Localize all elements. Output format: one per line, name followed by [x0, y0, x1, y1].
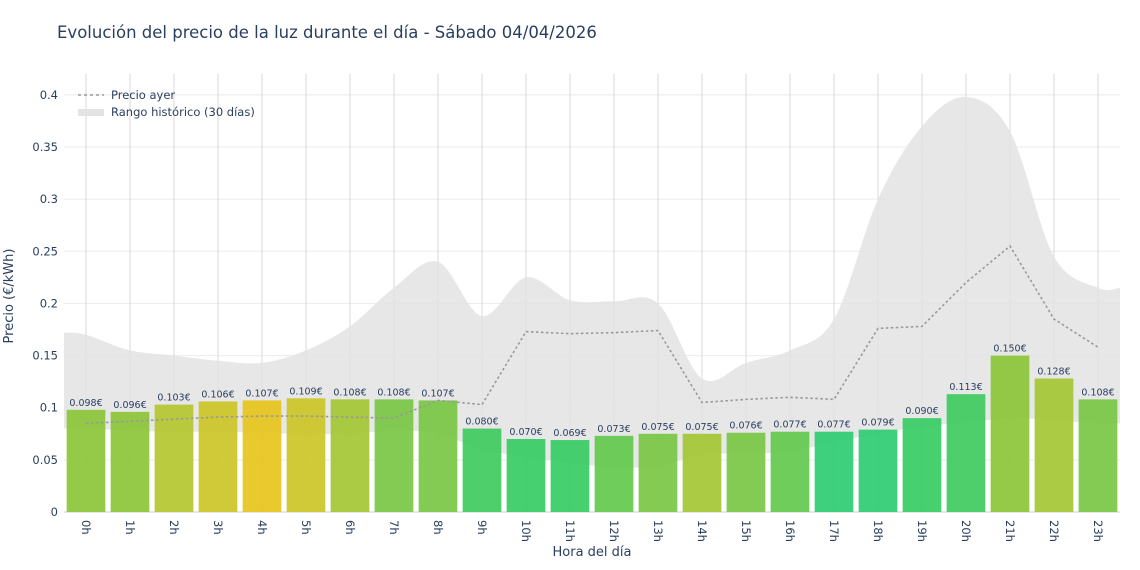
bar-19h: [902, 418, 942, 512]
y-tick-label: 0.25: [32, 244, 58, 258]
bar-label-21h: 0.150€: [993, 344, 1026, 355]
legend: Precio ayer Rango histórico (30 días): [78, 88, 255, 119]
x-tick-20h: 20h: [959, 520, 973, 542]
x-tick-1h: 1h: [123, 520, 137, 535]
price-bars: [66, 355, 1118, 512]
bar-label-3h: 0.106€: [201, 389, 234, 400]
bar-17h: [814, 431, 854, 512]
x-tick-19h: 19h: [915, 520, 929, 542]
x-tick-8h: 8h: [431, 520, 445, 535]
bar-label-0h: 0.098€: [69, 398, 102, 409]
precio-ayer-line: [85, 244, 1099, 425]
bar-7h: [374, 399, 414, 512]
x-tick-16h: 16h: [783, 520, 797, 542]
x-tick-7h: 7h: [387, 520, 401, 535]
y-axis-label: Precio (€/kWh): [2, 249, 17, 344]
bar-label-2h: 0.103€: [157, 393, 190, 404]
bar-23h: [1078, 399, 1118, 512]
bar-label-23h: 0.108€: [1081, 387, 1114, 398]
x-tick-23h: 23h: [1091, 520, 1105, 542]
chart-title: Evolución del precio de la luz durante e…: [57, 23, 597, 42]
bar-label-1h: 0.096€: [113, 400, 146, 411]
bar-0h: [66, 409, 106, 512]
x-tick-2h: 2h: [167, 520, 181, 535]
y-tick-label: 0: [51, 505, 58, 519]
bar-18h: [858, 429, 898, 512]
y-tick-label: 0.3: [40, 192, 58, 206]
historical-range-band: [64, 96, 1120, 468]
bar-label-9h: 0.080€: [465, 417, 498, 428]
y-tick-labels: 0 0.05 0.1 0.15 0.2 0.25 0.3 0.35 0.4: [32, 88, 58, 519]
legend-band-swatch: [78, 109, 104, 116]
bar-10h: [506, 439, 546, 512]
x-tick-4h: 4h: [255, 520, 269, 535]
bar-label-15h: 0.076€: [729, 421, 762, 432]
x-tick-12h: 12h: [607, 520, 621, 542]
bar-2h: [154, 404, 194, 512]
bar-21h: [990, 355, 1030, 512]
y-tick-label: 0.4: [40, 88, 58, 102]
legend-item-precio-ayer: Precio ayer: [111, 88, 175, 102]
x-tick-5h: 5h: [299, 520, 313, 535]
bar-label-12h: 0.073€: [597, 424, 630, 435]
x-tick-0h: 0h: [79, 520, 93, 535]
x-tick-labels: 0h 1h 2h 3h 4h 5h 6h 7h 8h 9h 10h 11h 12h 13h 14h 15h 16…: [79, 520, 1105, 542]
bar-9h: [462, 428, 502, 512]
bar-5h: [286, 398, 326, 512]
bar-label-10h: 0.070€: [509, 427, 542, 438]
y-tick-label: 0.05: [32, 453, 58, 467]
bar-label-11h: 0.069€: [553, 428, 586, 439]
x-tick-6h: 6h: [343, 520, 357, 535]
bar-14h: [682, 433, 722, 512]
bar-label-7h: 0.108€: [377, 387, 410, 398]
x-tick-17h: 17h: [827, 520, 841, 542]
bar-label-4h: 0.107€: [245, 388, 278, 399]
y-tick-label: 0.2: [40, 296, 58, 310]
bar-1h: [110, 411, 150, 512]
bar-20h: [946, 394, 986, 512]
bar-label-19h: 0.090€: [905, 406, 938, 417]
bar-13h: [638, 433, 678, 512]
historical-range-area: [64, 96, 1120, 468]
bar-22h: [1034, 378, 1074, 512]
bar-label-18h: 0.079€: [861, 418, 894, 429]
bar-11h: [550, 440, 590, 512]
bar-label-8h: 0.107€: [421, 388, 454, 399]
yesterday-price-line: [85, 244, 1099, 425]
bar-label-20h: 0.113€: [949, 382, 982, 393]
x-tick-15h: 15h: [739, 520, 753, 542]
x-tick-3h: 3h: [211, 520, 225, 535]
bar-label-14h: 0.075€: [685, 422, 718, 433]
x-tick-10h: 10h: [519, 520, 533, 542]
y-tick-label: 0.35: [32, 140, 58, 154]
x-tick-14h: 14h: [695, 520, 709, 542]
x-axis-label: Hora del día: [553, 545, 632, 560]
bar-3h: [198, 401, 238, 512]
y-tick-label: 0.15: [32, 349, 58, 363]
x-tick-22h: 22h: [1047, 520, 1061, 542]
x-tick-9h: 9h: [475, 520, 489, 535]
bar-label-6h: 0.108€: [333, 387, 366, 398]
bar-label-22h: 0.128€: [1037, 367, 1070, 378]
bar-label-17h: 0.077€: [817, 420, 850, 431]
bar-label-13h: 0.075€: [641, 422, 674, 433]
bar-8h: [418, 400, 458, 512]
legend-item-rango-historico: Rango histórico (30 días): [111, 105, 255, 119]
y-tick-label: 0.1: [40, 401, 58, 415]
x-tick-11h: 11h: [563, 520, 577, 542]
bar-16h: [770, 431, 810, 512]
bar-12h: [594, 435, 634, 512]
bar-15h: [726, 432, 766, 512]
x-tick-21h: 21h: [1003, 520, 1017, 542]
x-tick-18h: 18h: [871, 520, 885, 542]
bar-4h: [242, 400, 282, 512]
x-tick-13h: 13h: [651, 520, 665, 542]
bar-label-16h: 0.077€: [773, 420, 806, 431]
bar-value-labels: 0.098€ 0.096€ 0.103€ 0.106€ 0.107€ 0.109€ 0.10…: [69, 344, 1114, 439]
bar-label-5h: 0.109€: [289, 386, 322, 397]
